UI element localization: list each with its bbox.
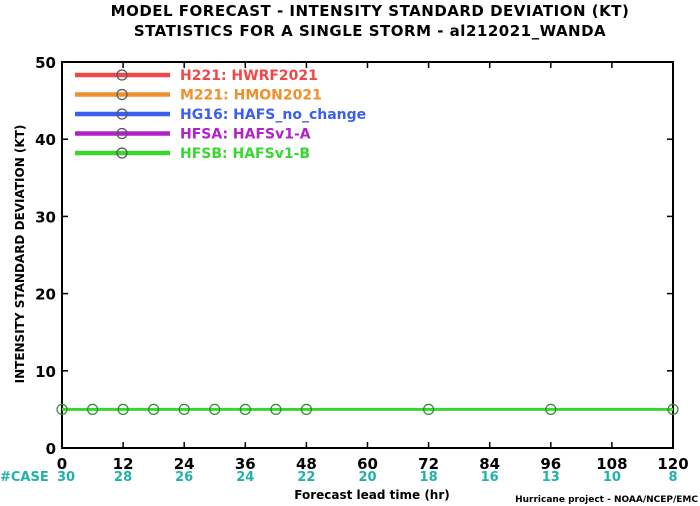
case-count: 8: [668, 470, 677, 485]
case-count: 18: [420, 470, 438, 485]
data-point: [56, 403, 68, 415]
legend-label: HFSB: HAFSv1-B: [180, 146, 310, 162]
x-axis-ticks: 0 12 24 36 48 60 72 84 96 108 120: [57, 62, 689, 473]
x-tick-label: 72: [418, 455, 439, 473]
legend-marker: [116, 88, 128, 101]
case-count: 28: [114, 470, 132, 485]
data-point: [86, 403, 99, 415]
y-tick-label: 50: [35, 54, 56, 72]
x-tick-label: 120: [657, 455, 688, 473]
x-tick-label: 84: [479, 455, 500, 473]
data-point: [239, 403, 251, 415]
data-point: [423, 403, 435, 415]
x-tick-label: 0: [57, 455, 67, 473]
data-point: [545, 403, 557, 415]
legend: H221: HWRF2021 M221: HMON2021 HG16: HAFS_n…: [75, 68, 366, 162]
y-tick-label: 10: [35, 363, 56, 381]
data-point: [300, 403, 312, 415]
legend-label: M221: HMON2021: [180, 88, 322, 104]
series-layer: [56, 403, 679, 415]
x-tick-label: 24: [174, 455, 195, 473]
chart-title-line1: MODEL FORECAST - INTENSITY STANDARD DEVI…: [111, 2, 630, 20]
data-point: [270, 403, 282, 415]
legend-marker: [116, 127, 128, 140]
legend-marker: [116, 69, 128, 81]
case-count: 20: [358, 470, 376, 485]
x-tick-label: 108: [596, 455, 627, 473]
data-point: [178, 403, 190, 415]
data-point: [117, 403, 129, 415]
chart-title-line2: STATISTICS FOR A SINGLE STORM - al212021…: [134, 22, 606, 40]
legend-label: H221: HWRF2021: [180, 68, 318, 84]
case-count: 24: [236, 470, 254, 485]
y-tick-label: 30: [35, 208, 56, 226]
data-point: [148, 403, 160, 415]
legend-label: HFSA: HAFSv1-A: [180, 127, 311, 143]
y-axis-ticks: 0 10 20 30 40 50: [35, 54, 673, 458]
case-count: 30: [57, 470, 75, 485]
legend-label: HG16: HAFS_no_change: [180, 107, 366, 123]
x-tick-label: 96: [540, 455, 561, 473]
x-tick-label: 36: [235, 455, 256, 473]
case-row-label: #CASE: [0, 470, 49, 485]
data-point: [667, 403, 679, 415]
case-count: 26: [175, 470, 193, 485]
case-count: 22: [297, 470, 315, 485]
x-tick-label: 12: [113, 455, 134, 473]
plot-frame: [61, 61, 674, 449]
y-tick-label: 20: [35, 286, 56, 304]
plot-area: [61, 61, 674, 449]
data-point: [209, 403, 221, 415]
x-tick-label: 48: [296, 455, 317, 473]
case-count: 16: [481, 470, 499, 485]
legend-marker: [116, 108, 128, 120]
case-count-row: 30 28 26 24 22 20 18 16 13 10 8: [57, 470, 678, 485]
case-count: 13: [542, 470, 560, 485]
y-tick-label: 0: [46, 440, 56, 458]
credit-text: Hurricane project - NOAA/NCEP/EMC: [515, 495, 698, 505]
x-tick-label: 60: [357, 455, 378, 473]
case-count: 10: [603, 470, 621, 485]
y-axis-label: INTENSITY STANDARD DEVIATION (KT): [13, 125, 27, 384]
y-tick-label: 40: [35, 131, 56, 149]
legend-marker: [116, 147, 128, 159]
x-axis-label: Forecast lead time (hr): [294, 488, 450, 502]
